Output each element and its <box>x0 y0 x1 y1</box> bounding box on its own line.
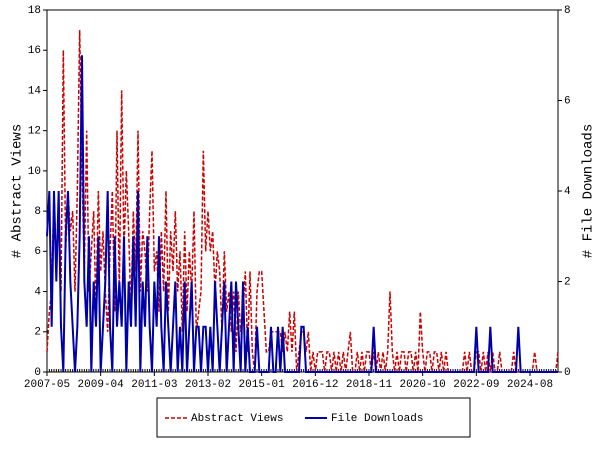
x-tick-label: 2009-04 <box>78 379 125 391</box>
x-tick-label: 2015-01 <box>239 379 286 391</box>
legend-label: File Downloads <box>331 413 423 425</box>
legend-label: Abstract Views <box>191 413 283 425</box>
legend-box <box>156 397 471 438</box>
y-tick-label: 2 <box>34 327 41 339</box>
y-tick-label: 6 <box>34 246 41 258</box>
y-tick-label: 8 <box>34 206 41 218</box>
x-tick-label: 2007-05 <box>24 379 70 391</box>
y-tick-label: 14 <box>28 85 42 97</box>
series-line <box>46 30 559 373</box>
y2-tick-label: 6 <box>564 95 571 107</box>
y-axis-label: # Abstract Views <box>10 124 26 258</box>
y-tick-label: 10 <box>28 166 41 178</box>
y2-tick-label: 0 <box>564 367 571 379</box>
y-tick-label: 0 <box>34 367 41 379</box>
x-tick-label: 2024-08 <box>507 379 553 391</box>
y2-tick-label: 4 <box>564 186 571 198</box>
x-tick-label: 2020-10 <box>400 379 446 391</box>
y-tick-label: 16 <box>28 45 41 57</box>
y-tick-label: 4 <box>34 286 41 298</box>
y2-tick-label: 8 <box>564 5 571 17</box>
x-tick-label: 2018-11 <box>346 379 393 391</box>
y2-axis-label: # File Downloads <box>581 124 597 258</box>
series-line <box>46 55 558 373</box>
x-tick-label: 2011-03 <box>131 379 177 391</box>
x-tick-label: 2022-09 <box>453 379 499 391</box>
x-tick-label: 2013-02 <box>185 379 231 391</box>
y-tick-label: 18 <box>28 5 41 17</box>
x-tick-label: 2016-12 <box>292 379 338 391</box>
y-tick-label: 12 <box>28 126 41 138</box>
y2-tick-label: 2 <box>564 276 571 288</box>
